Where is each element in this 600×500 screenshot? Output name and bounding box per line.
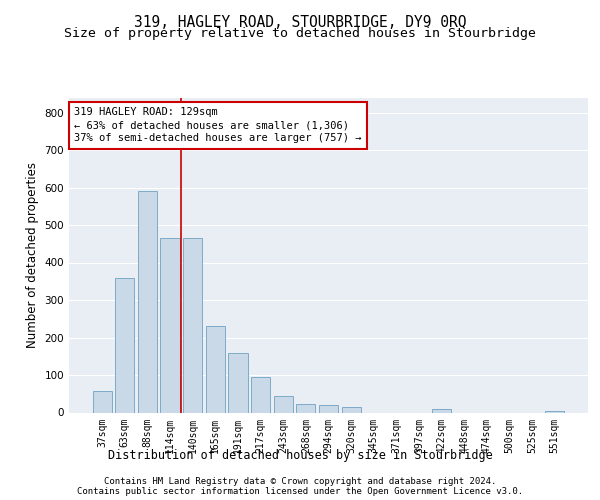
Text: Contains HM Land Registry data © Crown copyright and database right 2024.: Contains HM Land Registry data © Crown c…	[104, 476, 496, 486]
Bar	[545, 410, 565, 412]
Text: Size of property relative to detached houses in Stourbridge: Size of property relative to detached ho…	[64, 28, 536, 40]
Bar	[206, 326, 225, 412]
Text: Contains public sector information licensed under the Open Government Licence v3: Contains public sector information licen…	[77, 486, 523, 496]
Text: Distribution of detached houses by size in Stourbridge: Distribution of detached houses by size …	[107, 448, 493, 462]
Bar	[229, 352, 248, 412]
Bar	[296, 404, 316, 412]
Bar	[160, 238, 180, 412]
Bar	[115, 278, 134, 412]
Bar	[432, 409, 451, 412]
Bar	[183, 238, 202, 412]
Bar	[319, 405, 338, 412]
Text: 319 HAGLEY ROAD: 129sqm
← 63% of detached houses are smaller (1,306)
37% of semi: 319 HAGLEY ROAD: 129sqm ← 63% of detache…	[74, 107, 362, 144]
Y-axis label: Number of detached properties: Number of detached properties	[26, 162, 39, 348]
Bar	[251, 377, 270, 412]
Bar	[341, 407, 361, 412]
Bar	[138, 191, 157, 412]
Text: 319, HAGLEY ROAD, STOURBRIDGE, DY9 0RQ: 319, HAGLEY ROAD, STOURBRIDGE, DY9 0RQ	[134, 15, 466, 30]
Bar	[92, 391, 112, 412]
Bar	[274, 396, 293, 412]
